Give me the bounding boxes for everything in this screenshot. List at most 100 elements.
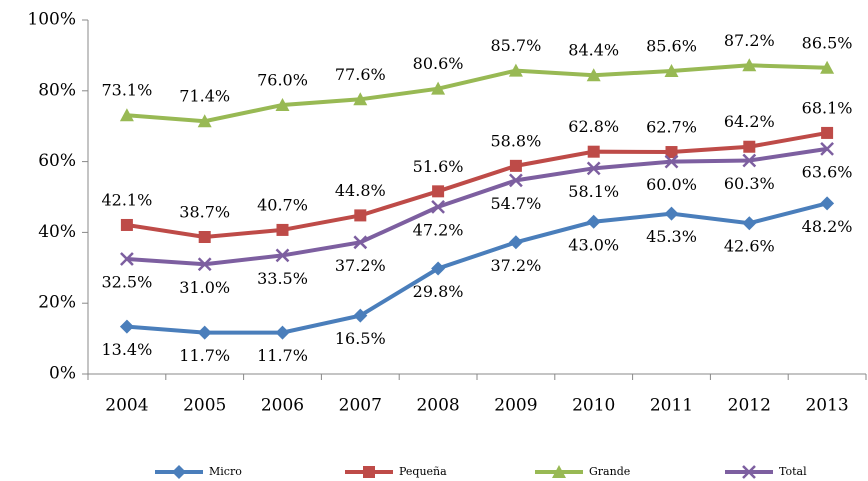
data-label: 43.0% (568, 235, 619, 254)
data-label: 44.8% (335, 181, 386, 200)
data-label: 48.2% (802, 217, 853, 236)
data-point (119, 319, 134, 334)
data-label: 13.4% (101, 340, 152, 359)
data-label: 37.2% (335, 256, 386, 275)
data-point (586, 68, 601, 82)
series-line (126, 201, 828, 335)
data-point (587, 145, 600, 158)
x-tick-label: 2008 (416, 396, 459, 416)
data-label: 32.5% (101, 272, 152, 291)
y-tick-label: 40% (38, 222, 76, 242)
y-tick-label: 0% (49, 364, 76, 384)
data-point (509, 173, 523, 188)
data-point (197, 257, 212, 272)
data-label: 68.1% (802, 98, 853, 117)
y-tick-label: 80% (38, 80, 76, 100)
data-point (508, 63, 523, 77)
legend-label: Total (779, 465, 807, 478)
data-label: 60.0% (646, 175, 697, 194)
data-label: 47.2% (413, 220, 464, 239)
data-label: 38.7% (179, 203, 230, 222)
data-label: 31.0% (179, 278, 230, 297)
data-label: 77.6% (335, 65, 386, 84)
legend-label: Pequeña (399, 465, 447, 478)
data-point (354, 209, 367, 222)
series-line (126, 146, 828, 267)
data-label: 58.8% (490, 131, 541, 150)
data-point (119, 108, 134, 122)
data-point (431, 200, 445, 214)
data-point (198, 231, 211, 244)
data-point (276, 223, 289, 236)
x-tick-label: 2009 (494, 396, 537, 416)
data-point (120, 252, 134, 266)
data-label: 64.2% (724, 112, 775, 131)
data-label: 71.4% (179, 87, 230, 106)
data-label: 33.5% (257, 269, 308, 288)
data-label: 16.5% (335, 329, 386, 348)
data-point (353, 308, 368, 323)
x-tick-label: 2011 (650, 396, 693, 416)
data-point (432, 185, 445, 198)
x-tick-label: 2005 (183, 396, 226, 416)
data-label: 76.0% (257, 70, 308, 89)
data-point (353, 235, 368, 250)
data-point (275, 325, 290, 340)
data-point (742, 58, 757, 72)
legend-label: Micro (209, 465, 242, 478)
data-point (431, 81, 446, 95)
data-point (509, 159, 522, 172)
data-point (664, 154, 679, 169)
data-label: 84.4% (568, 41, 619, 60)
data-label: 29.8% (413, 282, 464, 301)
x-tick-label: 2012 (728, 396, 771, 416)
data-point (664, 63, 679, 77)
data-label: 73.1% (101, 81, 152, 100)
data-point (120, 218, 133, 231)
data-label: 63.6% (802, 162, 853, 181)
data-label: 11.7% (179, 346, 230, 365)
x-tick-label: 2013 (805, 396, 848, 416)
data-label: 62.7% (646, 118, 697, 137)
data-label: 87.2% (724, 31, 775, 50)
data-label: 42.6% (724, 237, 775, 256)
data-label: 80.6% (413, 54, 464, 73)
data-label: 42.1% (101, 190, 152, 209)
data-point (275, 248, 290, 263)
data-point (821, 126, 834, 139)
data-label: 40.7% (257, 195, 308, 214)
data-point (431, 261, 446, 276)
data-point (586, 161, 601, 176)
data-label: 51.6% (413, 157, 464, 176)
legend-label: Grande (589, 465, 630, 478)
legend-marker (552, 465, 566, 478)
legend-marker (172, 465, 186, 479)
data-point (275, 97, 290, 111)
data-label: 45.3% (646, 227, 697, 246)
data-point (820, 60, 835, 74)
series-line (126, 130, 828, 240)
data-point (743, 140, 756, 153)
data-label: 11.7% (257, 346, 308, 365)
data-point (820, 141, 834, 156)
data-label: 85.6% (646, 36, 697, 55)
series-line (126, 63, 828, 124)
data-point (742, 153, 757, 168)
data-point (586, 214, 601, 229)
data-point (508, 235, 523, 250)
data-point (742, 216, 757, 231)
legend-marker (742, 465, 756, 479)
x-tick-label: 2010 (572, 396, 615, 416)
data-label: 62.8% (568, 117, 619, 136)
data-point (820, 196, 835, 211)
x-tick-label: 2006 (261, 396, 304, 416)
x-tick-label: 2007 (339, 396, 382, 416)
x-tick-label: 2004 (105, 396, 148, 416)
data-label: 54.7% (490, 194, 541, 213)
data-point (197, 114, 212, 128)
data-point (665, 146, 678, 159)
y-tick-label: 60% (38, 151, 76, 171)
y-tick-label: 100% (27, 10, 76, 30)
data-label: 58.1% (568, 182, 619, 201)
